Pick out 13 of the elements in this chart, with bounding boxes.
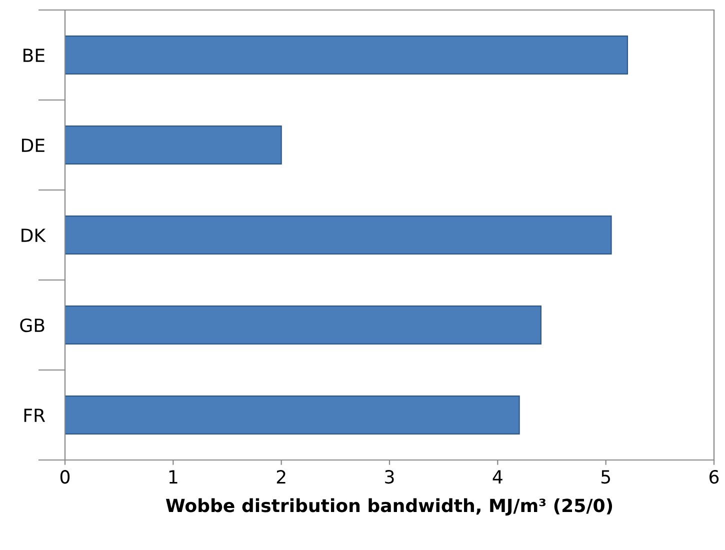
x-tick-label: 3 [385,470,394,484]
x-tick-label: 6 [710,470,719,484]
y-tick-label: BE [24,48,44,62]
x-tick-label: 5 [601,470,610,484]
x-tick-label: 1 [169,470,178,484]
x-tick-label: 0 [60,470,70,484]
x-axis-title: Wobbe distribution bandwidth, MJ/m³ (25/0) [166,498,612,516]
y-tick-label: DE [22,138,44,152]
x-tick-label: 2 [276,470,286,484]
y-tick-label: DK [22,228,46,242]
y-tick-label: FR [24,408,46,422]
y-tick-label: GB [20,318,44,332]
x-tick-label: 4 [492,470,502,484]
